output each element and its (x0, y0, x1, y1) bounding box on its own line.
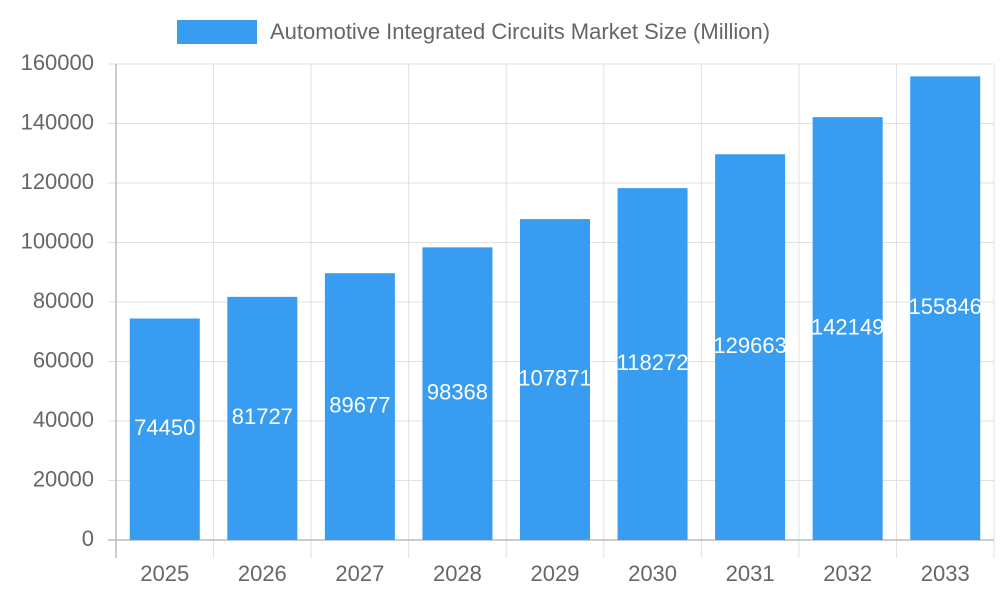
x-tick-label: 2025 (140, 561, 189, 586)
y-tick-label: 160000 (21, 50, 94, 75)
bar (227, 296, 298, 540)
y-tick-label: 140000 (21, 109, 94, 134)
bar (324, 273, 395, 540)
data-label: 142149 (811, 314, 884, 339)
bar (715, 154, 786, 541)
y-tick-label: 20000 (33, 466, 94, 491)
bar (520, 219, 590, 540)
data-label: 155846 (909, 294, 982, 319)
legend-label: Automotive Integrated Circuits Market Si… (270, 19, 770, 44)
y-tick-label: 40000 (33, 407, 94, 432)
data-label: 98368 (427, 379, 488, 404)
legend-swatch (177, 20, 257, 44)
legend: Automotive Integrated Circuits Market Si… (177, 19, 770, 44)
data-label: 118272 (617, 350, 689, 375)
bar (617, 188, 688, 540)
bar (422, 247, 493, 540)
x-tick-label: 2027 (335, 561, 384, 586)
x-tick-label: 2029 (531, 561, 580, 586)
bar (129, 318, 200, 540)
data-label: 129663 (713, 333, 786, 358)
bar (910, 76, 981, 540)
x-tick-label: 2031 (726, 561, 775, 586)
data-label: 107871 (518, 365, 591, 390)
x-tick-label: 2026 (238, 561, 287, 586)
x-tick-label: 2032 (823, 561, 872, 586)
data-label: 89677 (329, 392, 390, 417)
data-label: 74450 (134, 415, 195, 440)
data-label: 81727 (232, 404, 293, 429)
x-tick-label: 2028 (433, 561, 482, 586)
y-tick-label: 80000 (33, 288, 94, 313)
x-tick-label: 2033 (921, 561, 970, 586)
y-tick-label: 100000 (21, 228, 94, 253)
y-tick-label: 0 (82, 526, 94, 551)
x-tick-label: 2030 (628, 561, 677, 586)
y-tick-label: 120000 (21, 169, 94, 194)
bar (812, 117, 883, 541)
y-tick-label: 60000 (33, 347, 94, 372)
